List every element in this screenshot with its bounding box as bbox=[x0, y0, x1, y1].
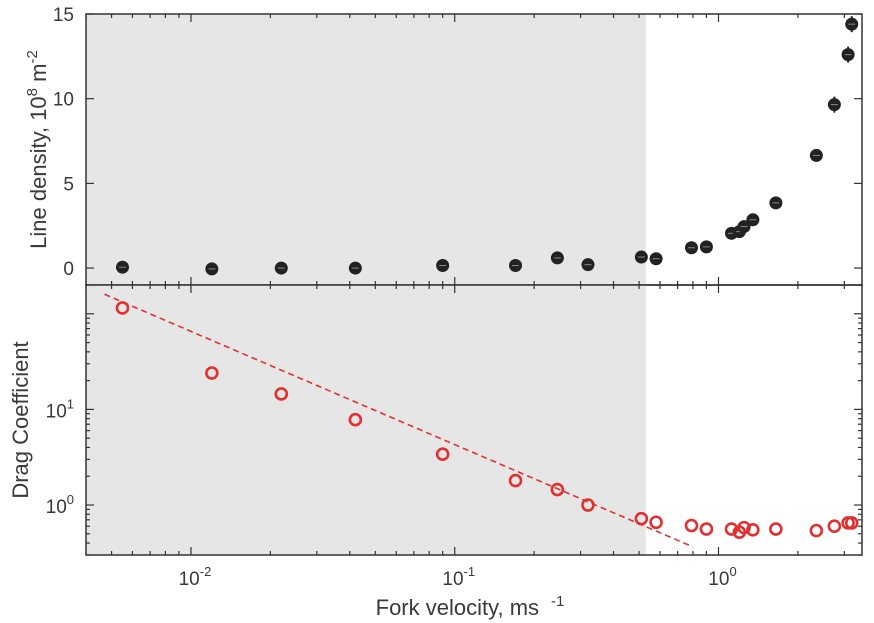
y-tick-label: 15 bbox=[53, 5, 74, 26]
data-point bbox=[205, 366, 219, 380]
x-axis-title-exp: -1 bbox=[551, 593, 564, 610]
data-point bbox=[746, 523, 760, 537]
data-point bbox=[684, 518, 699, 533]
bottom-shaded-region bbox=[86, 285, 646, 555]
data-point bbox=[737, 520, 751, 535]
data-point bbox=[581, 498, 595, 512]
bottom-series bbox=[115, 301, 859, 539]
x-tick-label: 100 bbox=[708, 564, 736, 590]
y-tick-label: 0 bbox=[63, 259, 74, 280]
top-ylabel-unit-exp: -2 bbox=[24, 50, 41, 63]
top-ylabel-exp: 8 bbox=[24, 88, 41, 96]
data-point bbox=[435, 447, 450, 461]
top-series bbox=[115, 16, 859, 276]
fit-line bbox=[104, 293, 694, 548]
data-point bbox=[348, 412, 363, 427]
data-point bbox=[274, 387, 289, 401]
x-axis-title: Fork velocity, ms -1 bbox=[376, 593, 565, 620]
data-point bbox=[115, 301, 130, 315]
x-tick-label: 10-2 bbox=[179, 564, 212, 590]
data-point bbox=[844, 516, 859, 530]
data-point bbox=[827, 519, 842, 534]
y-tick-label: 100 bbox=[46, 492, 74, 518]
x-tick-label: 10-1 bbox=[442, 564, 475, 590]
bottom-panel: 100 101 10-2 10-1 100 Drag Coefficient Fork … bbox=[8, 284, 863, 620]
data-point bbox=[724, 522, 739, 536]
y-tick-label: 101 bbox=[46, 396, 74, 422]
y-tick-label: 5 bbox=[63, 174, 74, 195]
data-point bbox=[699, 522, 714, 536]
data-point bbox=[809, 523, 824, 538]
top-panel: 0 5 10 15 Line density, 108 m-2 bbox=[24, 5, 863, 286]
top-y-axis-title: Line density, 108 m-2 bbox=[24, 50, 51, 249]
y-tick-label: 10 bbox=[53, 90, 74, 111]
data-point bbox=[634, 511, 649, 526]
top-shaded-region bbox=[86, 14, 646, 285]
x-axis-title-text: Fork velocity, ms bbox=[376, 595, 539, 620]
bottom-plot-frame bbox=[85, 284, 863, 556]
bottom-ticks: 100 101 10-2 10-1 100 bbox=[46, 284, 862, 590]
bottom-y-axis-title: Drag Coefficient bbox=[8, 341, 33, 498]
data-point bbox=[508, 473, 523, 488]
data-point bbox=[649, 515, 663, 530]
data-point bbox=[769, 522, 783, 536]
top-ticks: 0 5 10 15 bbox=[53, 5, 862, 285]
data-point bbox=[550, 482, 565, 497]
top-ylabel-text: Line density, 10 bbox=[26, 96, 51, 248]
top-ylabel-unit: m bbox=[26, 64, 51, 88]
